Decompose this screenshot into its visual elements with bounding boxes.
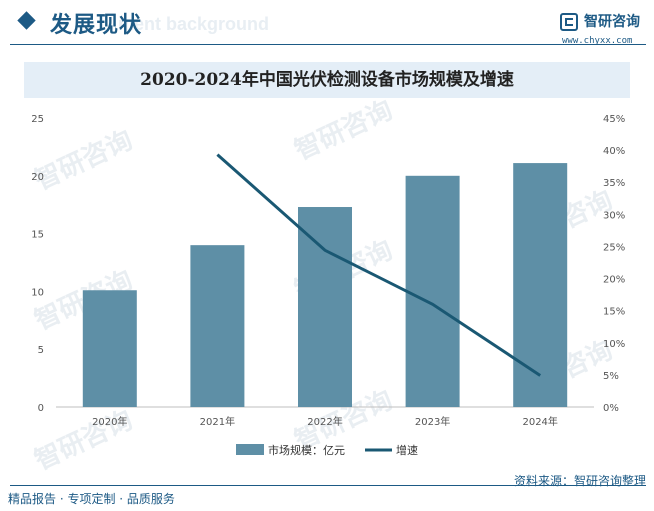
y-left-tick-label: 25 — [31, 114, 44, 125]
legend-swatch-bar — [236, 444, 264, 455]
x-tick-label: 2024年 — [522, 415, 557, 428]
y-right-tick-label: 35% — [603, 178, 625, 189]
watermark-text: 智研咨询 — [30, 124, 137, 196]
footer-divider — [10, 485, 646, 486]
x-tick-label: 2022年 — [307, 415, 342, 428]
y-right-tick-label: 45% — [603, 114, 625, 125]
growth-line — [216, 153, 542, 377]
y-left-tick-label: 5 — [38, 345, 44, 356]
footer-slogan: 精品报告 · 专项定制 · 品质服务 — [8, 492, 175, 506]
y-right-tick-label: 30% — [603, 210, 625, 221]
logo-icon — [560, 13, 578, 31]
logo-url: www.chyxx.com — [562, 36, 633, 46]
bar — [405, 175, 460, 407]
watermark-text: 智研咨询 — [30, 404, 137, 476]
bar — [513, 163, 568, 407]
y-right-tick-label: 25% — [603, 242, 625, 253]
x-tick-label: 2023年 — [415, 415, 450, 428]
y-right-tick-label: 0% — [603, 403, 619, 414]
bar — [298, 207, 352, 407]
x-tick-label: 2021年 — [200, 415, 235, 428]
header-divider — [10, 44, 646, 45]
y-left-tick-label: 10 — [31, 287, 44, 298]
y-right-tick-label: 15% — [603, 307, 625, 318]
y-left-tick-label: 0 — [38, 403, 44, 414]
source-note: 资料来源：智研咨询整理 — [513, 474, 646, 488]
y-right-tick-label: 10% — [603, 339, 625, 350]
y-right-tick-label: 40% — [603, 146, 625, 157]
x-tick-label: 2020年 — [92, 415, 127, 428]
section-title: 发展现状 — [50, 13, 143, 38]
legend-label: 增速 — [396, 443, 418, 457]
logo-name: 智研咨询 — [584, 14, 640, 30]
y-right-tick-label: 5% — [603, 371, 619, 382]
y-left-tick-label: 20 — [31, 172, 44, 183]
chart-title-band: 2020-2024年中国光伏检测设备市场规模及增速 — [24, 62, 630, 98]
y-left-tick-label: 15 — [31, 230, 44, 241]
bar — [190, 245, 245, 407]
header-ghost-text: ment background — [118, 14, 270, 34]
y-right-tick-label: 20% — [603, 275, 625, 286]
page-header: ment background 发展现状 智研咨询 www.chyxx.com — [0, 0, 654, 46]
watermark-text: 智研咨询 — [290, 94, 397, 166]
bar — [82, 290, 137, 407]
chart-title: 2020-2024年中国光伏检测设备市场规模及增速 — [140, 70, 514, 90]
legend-label: 市场规模：亿元 — [268, 443, 345, 457]
